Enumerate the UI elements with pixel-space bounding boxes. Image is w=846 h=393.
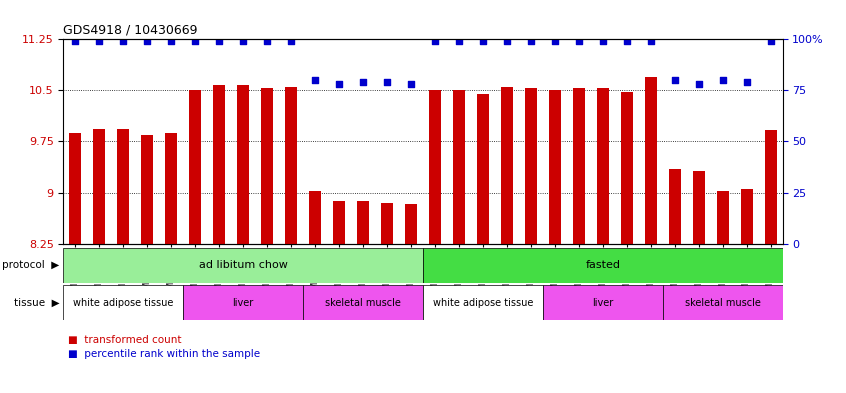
Text: liver: liver: [233, 298, 254, 308]
Text: liver: liver: [592, 298, 613, 308]
Bar: [423, 285, 543, 320]
Point: [356, 79, 370, 85]
Point: [620, 38, 634, 44]
Bar: [525, 88, 537, 244]
Bar: [381, 204, 393, 244]
Point: [644, 38, 657, 44]
Bar: [423, 248, 783, 283]
Text: ad libitum chow: ad libitum chow: [199, 260, 288, 270]
Bar: [543, 285, 662, 320]
Text: skeletal muscle: skeletal muscle: [684, 298, 761, 308]
Bar: [141, 135, 153, 244]
Point: [476, 38, 490, 44]
Bar: [740, 189, 753, 244]
Point: [739, 79, 753, 85]
Text: tissue  ▶: tissue ▶: [14, 298, 59, 308]
Point: [692, 81, 706, 87]
Point: [596, 38, 609, 44]
Bar: [357, 201, 369, 244]
Bar: [118, 129, 129, 244]
Text: skeletal muscle: skeletal muscle: [325, 298, 401, 308]
Bar: [621, 92, 633, 244]
Point: [164, 38, 178, 44]
Point: [764, 38, 777, 44]
Bar: [573, 88, 585, 244]
Bar: [165, 132, 178, 244]
Bar: [261, 88, 273, 244]
Bar: [184, 285, 303, 320]
Point: [212, 38, 226, 44]
Point: [284, 38, 298, 44]
Text: protocol  ▶: protocol ▶: [2, 260, 59, 270]
Bar: [645, 77, 656, 244]
Bar: [285, 87, 297, 244]
Point: [261, 38, 274, 44]
Bar: [190, 90, 201, 244]
Bar: [63, 248, 423, 283]
Bar: [63, 285, 184, 320]
Point: [380, 79, 393, 85]
Point: [69, 38, 82, 44]
Point: [548, 38, 562, 44]
Bar: [309, 191, 321, 244]
Point: [667, 77, 681, 83]
Bar: [501, 87, 513, 244]
Bar: [237, 85, 250, 244]
Point: [572, 38, 585, 44]
Bar: [477, 94, 489, 244]
Point: [500, 38, 514, 44]
Point: [308, 77, 321, 83]
Point: [428, 38, 442, 44]
Point: [189, 38, 202, 44]
Text: white adipose tissue: white adipose tissue: [74, 298, 173, 308]
Point: [404, 81, 418, 87]
Bar: [405, 204, 417, 244]
Point: [524, 38, 537, 44]
Bar: [333, 202, 345, 244]
Bar: [429, 90, 441, 244]
Bar: [303, 285, 423, 320]
Point: [140, 38, 154, 44]
Bar: [213, 85, 225, 244]
Point: [117, 38, 130, 44]
Bar: [717, 191, 728, 244]
Bar: [693, 171, 705, 244]
Text: GDS4918 / 10430669: GDS4918 / 10430669: [63, 24, 198, 37]
Bar: [662, 285, 783, 320]
Text: white adipose tissue: white adipose tissue: [433, 298, 533, 308]
Point: [236, 38, 250, 44]
Bar: [453, 90, 465, 244]
Point: [92, 38, 106, 44]
Text: ■  percentile rank within the sample: ■ percentile rank within the sample: [68, 349, 260, 359]
Text: fasted: fasted: [585, 260, 620, 270]
Text: ■  transformed count: ■ transformed count: [68, 335, 181, 345]
Point: [452, 38, 465, 44]
Point: [332, 81, 346, 87]
Bar: [549, 90, 561, 244]
Bar: [765, 130, 777, 244]
Point: [716, 77, 729, 83]
Bar: [93, 129, 106, 244]
Bar: [596, 88, 609, 244]
Bar: [668, 169, 681, 244]
Bar: [69, 132, 81, 244]
